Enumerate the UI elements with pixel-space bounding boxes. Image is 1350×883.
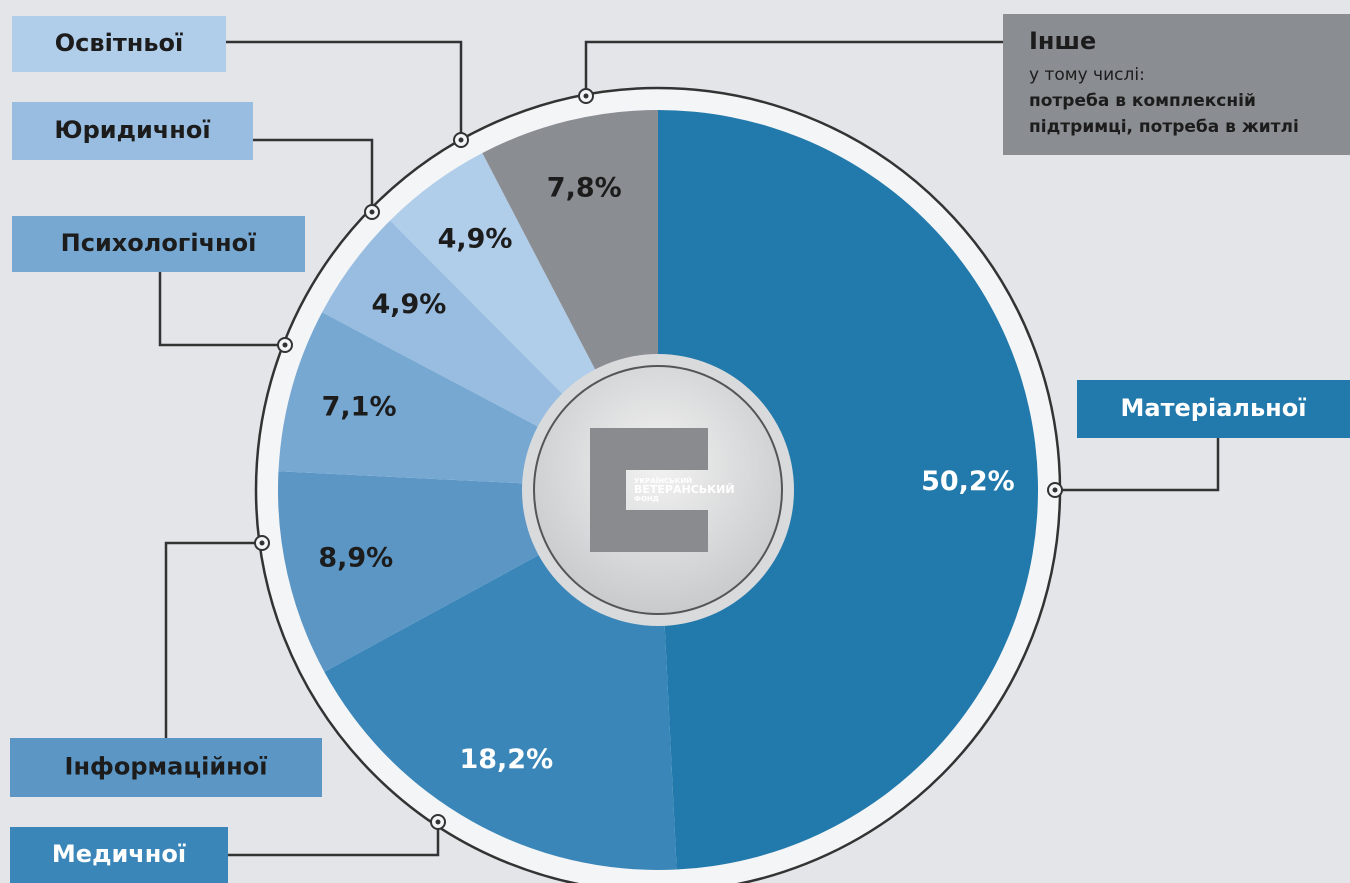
label-box xyxy=(1077,380,1350,438)
label-box xyxy=(12,216,305,272)
leader-line xyxy=(253,138,374,205)
leader-line xyxy=(158,272,278,347)
category-label: Матеріальної xyxy=(1121,394,1307,422)
value-label: 4,9% xyxy=(371,289,446,320)
leader-dot xyxy=(282,342,288,348)
label-box xyxy=(10,827,228,883)
value-label: 8,9% xyxy=(318,543,393,574)
leader-line xyxy=(228,829,440,857)
leader-line xyxy=(584,40,1003,89)
leader-dot xyxy=(435,819,441,825)
category-label: Інформаційної xyxy=(65,753,268,781)
label-box xyxy=(1003,14,1350,155)
leader-dot xyxy=(1052,487,1058,493)
value-label: 4,9% xyxy=(438,223,513,254)
label-box xyxy=(12,102,253,160)
category-label: Медичної xyxy=(52,840,186,868)
logo-text: ФОНД xyxy=(634,495,659,503)
leader-line xyxy=(226,40,463,133)
logo-mark xyxy=(590,428,708,552)
leader-line xyxy=(1062,438,1220,492)
category-label: Юридичної xyxy=(54,116,210,144)
value-label: 7,1% xyxy=(322,391,397,422)
label-box xyxy=(12,16,226,72)
leader-dot xyxy=(458,137,464,143)
category-label: Освітньої xyxy=(55,29,183,57)
leader-line xyxy=(164,541,255,738)
label-box xyxy=(10,738,322,797)
value-label: 50,2% xyxy=(921,466,1015,497)
annotation: підтримці, потреба в житлі xyxy=(1029,117,1299,137)
leader-dot xyxy=(259,540,265,546)
category-label: Психологічної xyxy=(61,229,257,257)
logo-text: УКРАЇНСЬКИЙ xyxy=(634,476,692,485)
value-label: 7,8% xyxy=(547,172,622,203)
value-label: 18,2% xyxy=(459,744,553,775)
leader-dot xyxy=(369,209,375,215)
leader-dot xyxy=(583,93,589,99)
category-label: Інше xyxy=(1029,27,1096,55)
logo-text: ВЕТЕРАНСЬКИЙ xyxy=(634,483,735,496)
annotation: у тому числі: xyxy=(1029,65,1145,85)
annotation: потреба в комплексній xyxy=(1029,91,1256,111)
pie-slice xyxy=(658,110,1039,870)
